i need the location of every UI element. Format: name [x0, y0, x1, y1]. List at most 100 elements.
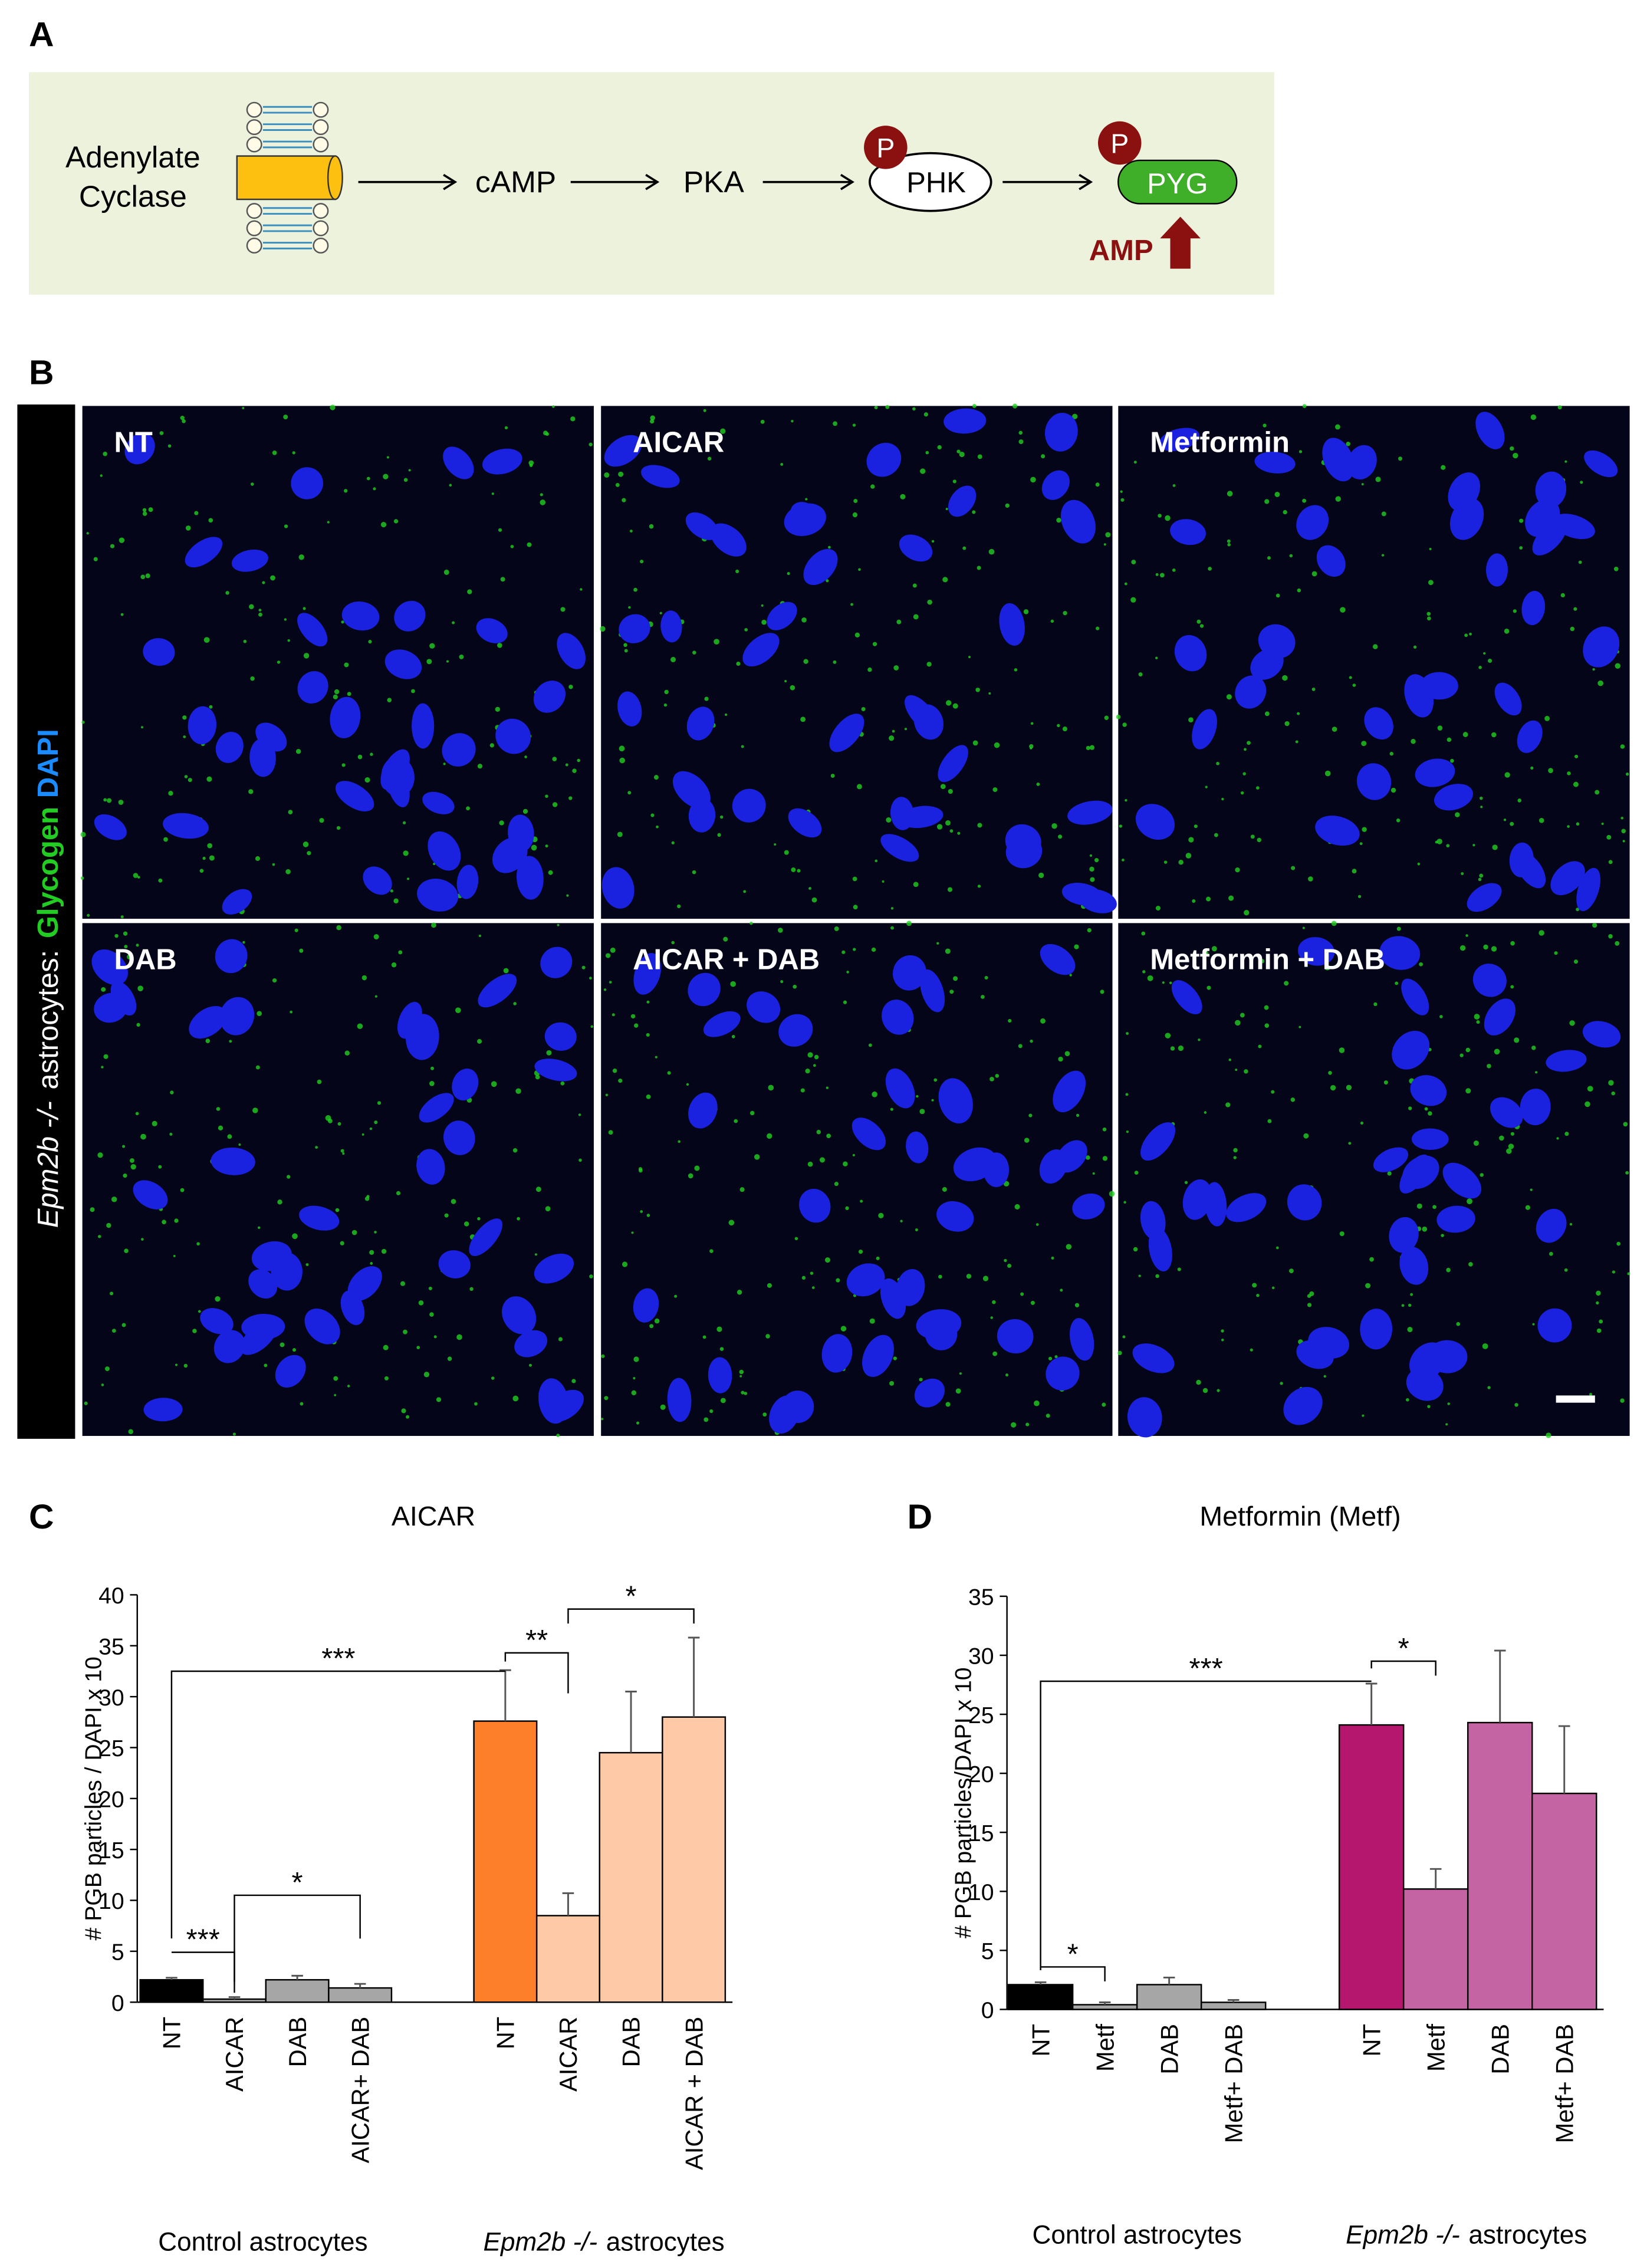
nucleus [215, 939, 248, 974]
nucleus [1475, 412, 1505, 449]
nucleus [219, 997, 255, 1036]
glycogen-dot [1389, 751, 1394, 756]
glycogen-dot [1407, 1327, 1413, 1333]
glycogen-dot [744, 1392, 748, 1395]
y-tick-label: 5 [111, 1940, 124, 1965]
glycogen-dot [336, 826, 341, 830]
glycogen-dot [1554, 951, 1558, 955]
nucleus [1140, 1201, 1166, 1240]
glycogen-dot [1459, 1053, 1464, 1057]
significance-label: * [1398, 1633, 1409, 1665]
glycogen-dot [159, 431, 164, 435]
glycogen-dot [1567, 825, 1570, 828]
pyg-node [1117, 159, 1238, 205]
glycogen-dot [852, 423, 856, 427]
glycogen-dot [1089, 745, 1095, 750]
glycogen-dot [1051, 823, 1057, 829]
y-tick-label: 25 [98, 1736, 124, 1761]
glycogen-dot [1041, 454, 1046, 459]
glycogen-dot [704, 696, 709, 701]
glycogen-dot [1177, 1267, 1181, 1271]
glycogen-dot [805, 1069, 810, 1074]
membrane-icon [246, 101, 329, 254]
glycogen-dot [633, 1377, 636, 1380]
glycogen-dot [1504, 772, 1510, 778]
panel-letter: D [908, 1498, 932, 1536]
glycogen-dot [1028, 1113, 1033, 1117]
glycogen-dot [333, 1376, 338, 1381]
glycogen-dot [677, 904, 681, 909]
amp-label: AMP [1089, 235, 1153, 267]
glycogen-dot [1620, 816, 1624, 820]
glycogen-dot [568, 796, 573, 800]
glycogen-dot [398, 950, 403, 955]
nucleus [890, 797, 914, 830]
glycogen-dot [381, 1248, 387, 1254]
glycogen-dot [1104, 715, 1109, 720]
glycogen-dot [361, 975, 367, 981]
nucleus [1379, 936, 1421, 970]
x-tick-label: NT [1357, 2024, 1385, 2056]
glycogen-dot [277, 660, 281, 664]
nucleus [1283, 1386, 1323, 1425]
glycogen-dot [503, 968, 509, 974]
glycogen-dot [158, 878, 163, 883]
nucleus [633, 1288, 659, 1323]
glycogen-dot [287, 1175, 291, 1179]
glycogen-dot [373, 487, 376, 491]
glycogen-dot [383, 1345, 389, 1350]
nucleus [291, 467, 324, 499]
glycogen-dot [1361, 741, 1367, 747]
glycogen-dot [840, 1326, 847, 1332]
error-bar [499, 1669, 511, 1721]
glycogen-dot [737, 1290, 742, 1295]
group-label: Control astrocytes [158, 2228, 367, 2257]
glycogen-dot [843, 1000, 847, 1004]
panel-label: Metformin + DAB [1150, 944, 1385, 976]
glycogen-dot [1620, 1398, 1625, 1403]
glycogen-dot [1074, 1303, 1080, 1307]
glycogen-dot [896, 619, 902, 624]
glycogen-dot [430, 1066, 435, 1070]
nucleus [330, 696, 361, 738]
pathway-diagram: Adenylate Cyclase cAMP PKA PHK P PYG P A… [29, 72, 1274, 295]
x-tick-label: AICAR + DAB [680, 2017, 708, 2170]
glycogen-dot [692, 870, 696, 875]
glycogen-dot [1395, 981, 1399, 985]
phosphate-label: P [1110, 129, 1129, 159]
nucleus [419, 1093, 454, 1123]
glycogen-dot [163, 837, 168, 842]
glycogen-dot [123, 1173, 127, 1178]
glycogen-dot [208, 518, 213, 523]
glycogen-dot [1346, 1084, 1352, 1090]
nucleus [1550, 861, 1585, 896]
glycogen-dot [140, 726, 143, 729]
glycogen-dot [270, 575, 275, 581]
glycogen-dot [1450, 758, 1454, 763]
glycogen-dot [767, 1283, 772, 1288]
significance-bracket [1040, 1680, 1372, 1970]
glycogen-dot [646, 1033, 650, 1037]
glycogen-dot [1214, 833, 1218, 837]
glycogen-dot [1311, 571, 1317, 577]
nucleus [1546, 1050, 1587, 1072]
error-bar [688, 1636, 700, 1717]
glycogen-dot [1308, 876, 1313, 882]
glycogen-dot [1482, 1343, 1488, 1349]
glycogen-dot [277, 1199, 282, 1205]
nucleus [534, 1059, 577, 1082]
glycogen-dot [906, 921, 912, 926]
enzyme-label: Cyclase [79, 179, 187, 213]
glycogen-dot [1023, 609, 1029, 614]
glycogen-dot [1465, 934, 1468, 937]
glycogen-dot [1122, 859, 1125, 862]
glycogen-dot [856, 784, 862, 790]
glycogen-dot [1514, 1037, 1520, 1043]
glycogen-dot [423, 1372, 430, 1378]
glycogen-dot [1513, 452, 1518, 459]
glycogen-dot [1592, 922, 1597, 928]
nucleus [688, 972, 721, 1007]
glycogen-dot [142, 508, 147, 512]
nucleus [384, 649, 422, 679]
group-label-rest: astrocytes [606, 2228, 725, 2257]
